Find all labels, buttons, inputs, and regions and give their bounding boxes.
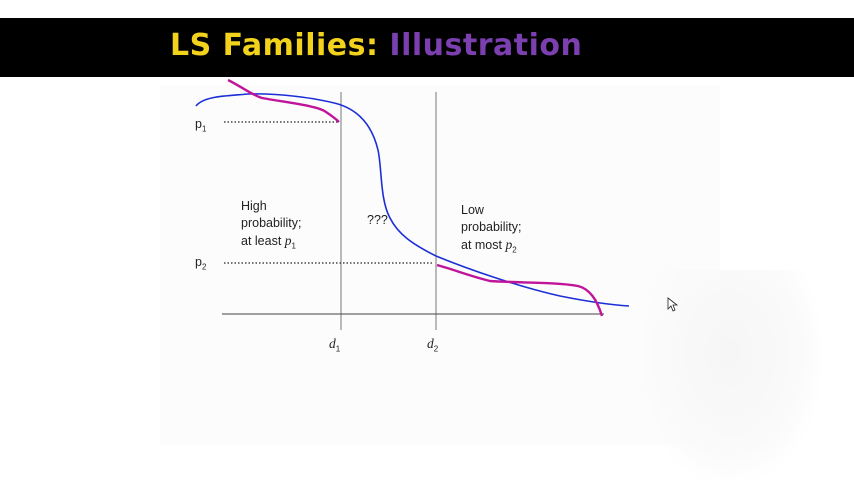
lower-bound-curve xyxy=(436,263,604,317)
upper-bound-curve xyxy=(227,78,340,123)
title-bar xyxy=(0,18,854,77)
d1-label: d1 xyxy=(329,336,341,354)
p1-label: p1 xyxy=(195,117,207,134)
d2-label: d2 xyxy=(427,336,439,354)
p2-label: p2 xyxy=(195,255,207,272)
high-probability-annotation: High probability; at least p1 xyxy=(241,199,302,251)
mouse-cursor-icon xyxy=(667,297,679,312)
slide-title-part2: Illustration xyxy=(389,28,583,63)
probability-curve xyxy=(195,93,630,307)
slide-title-part1: LS Families: xyxy=(170,28,390,63)
uncertain-region-annotation: ??? xyxy=(367,213,388,227)
slide-title: LS Families: Illustration xyxy=(170,28,582,63)
low-probability-annotation: Low probability; at most p2 xyxy=(461,203,522,255)
